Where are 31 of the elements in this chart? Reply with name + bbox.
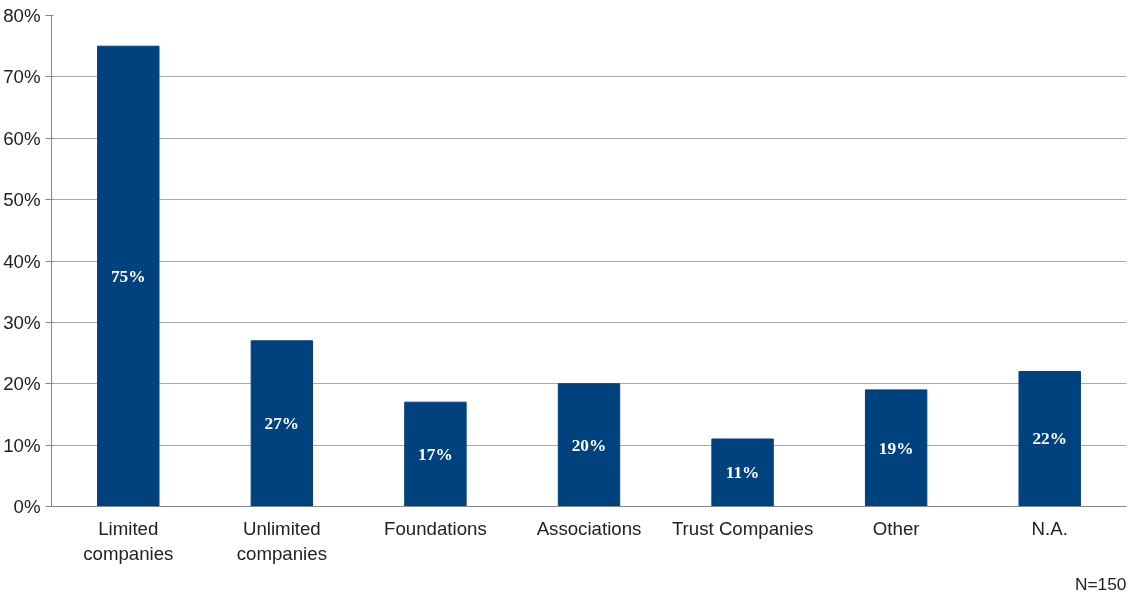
data-label: 19% — [878, 438, 914, 458]
y-tick-label: 60% — [3, 127, 41, 149]
y-tick-label: 0% — [13, 496, 41, 517]
x-tick-label: Other — [872, 517, 920, 539]
x-tick-label: Limited companies — [83, 517, 174, 564]
bar — [97, 45, 160, 507]
y-tick-label: 30% — [3, 311, 41, 333]
bar — [1018, 370, 1081, 507]
y-tick-label: 50% — [3, 189, 41, 211]
bar — [711, 438, 774, 507]
y-tick-label: 20% — [3, 373, 41, 395]
data-label: 17% — [418, 444, 453, 464]
y-tick-label: 40% — [3, 250, 41, 272]
y-tick-label: 10% — [3, 434, 41, 456]
data-label: 22% — [1032, 429, 1068, 449]
bar — [557, 383, 621, 507]
data-label: 11% — [725, 463, 760, 483]
x-tick-label: N.A. — [1031, 517, 1068, 539]
bar — [864, 389, 928, 507]
x-tick-label: Foundations — [384, 517, 487, 539]
data-label: 20% — [571, 435, 607, 455]
y-tick-label: 80% — [3, 5, 41, 26]
x-tick-label: Associations — [536, 517, 642, 539]
data-label: 27% — [264, 414, 300, 434]
bar — [250, 340, 314, 507]
y-tick-label: 70% — [3, 66, 41, 88]
x-tick-label: Trust Companies — [671, 517, 814, 539]
x-tick-label: Unlimited companies — [236, 517, 327, 564]
text: N=150 — [1074, 573, 1127, 594]
bar — [404, 401, 467, 507]
data-label: 75% — [110, 266, 146, 286]
